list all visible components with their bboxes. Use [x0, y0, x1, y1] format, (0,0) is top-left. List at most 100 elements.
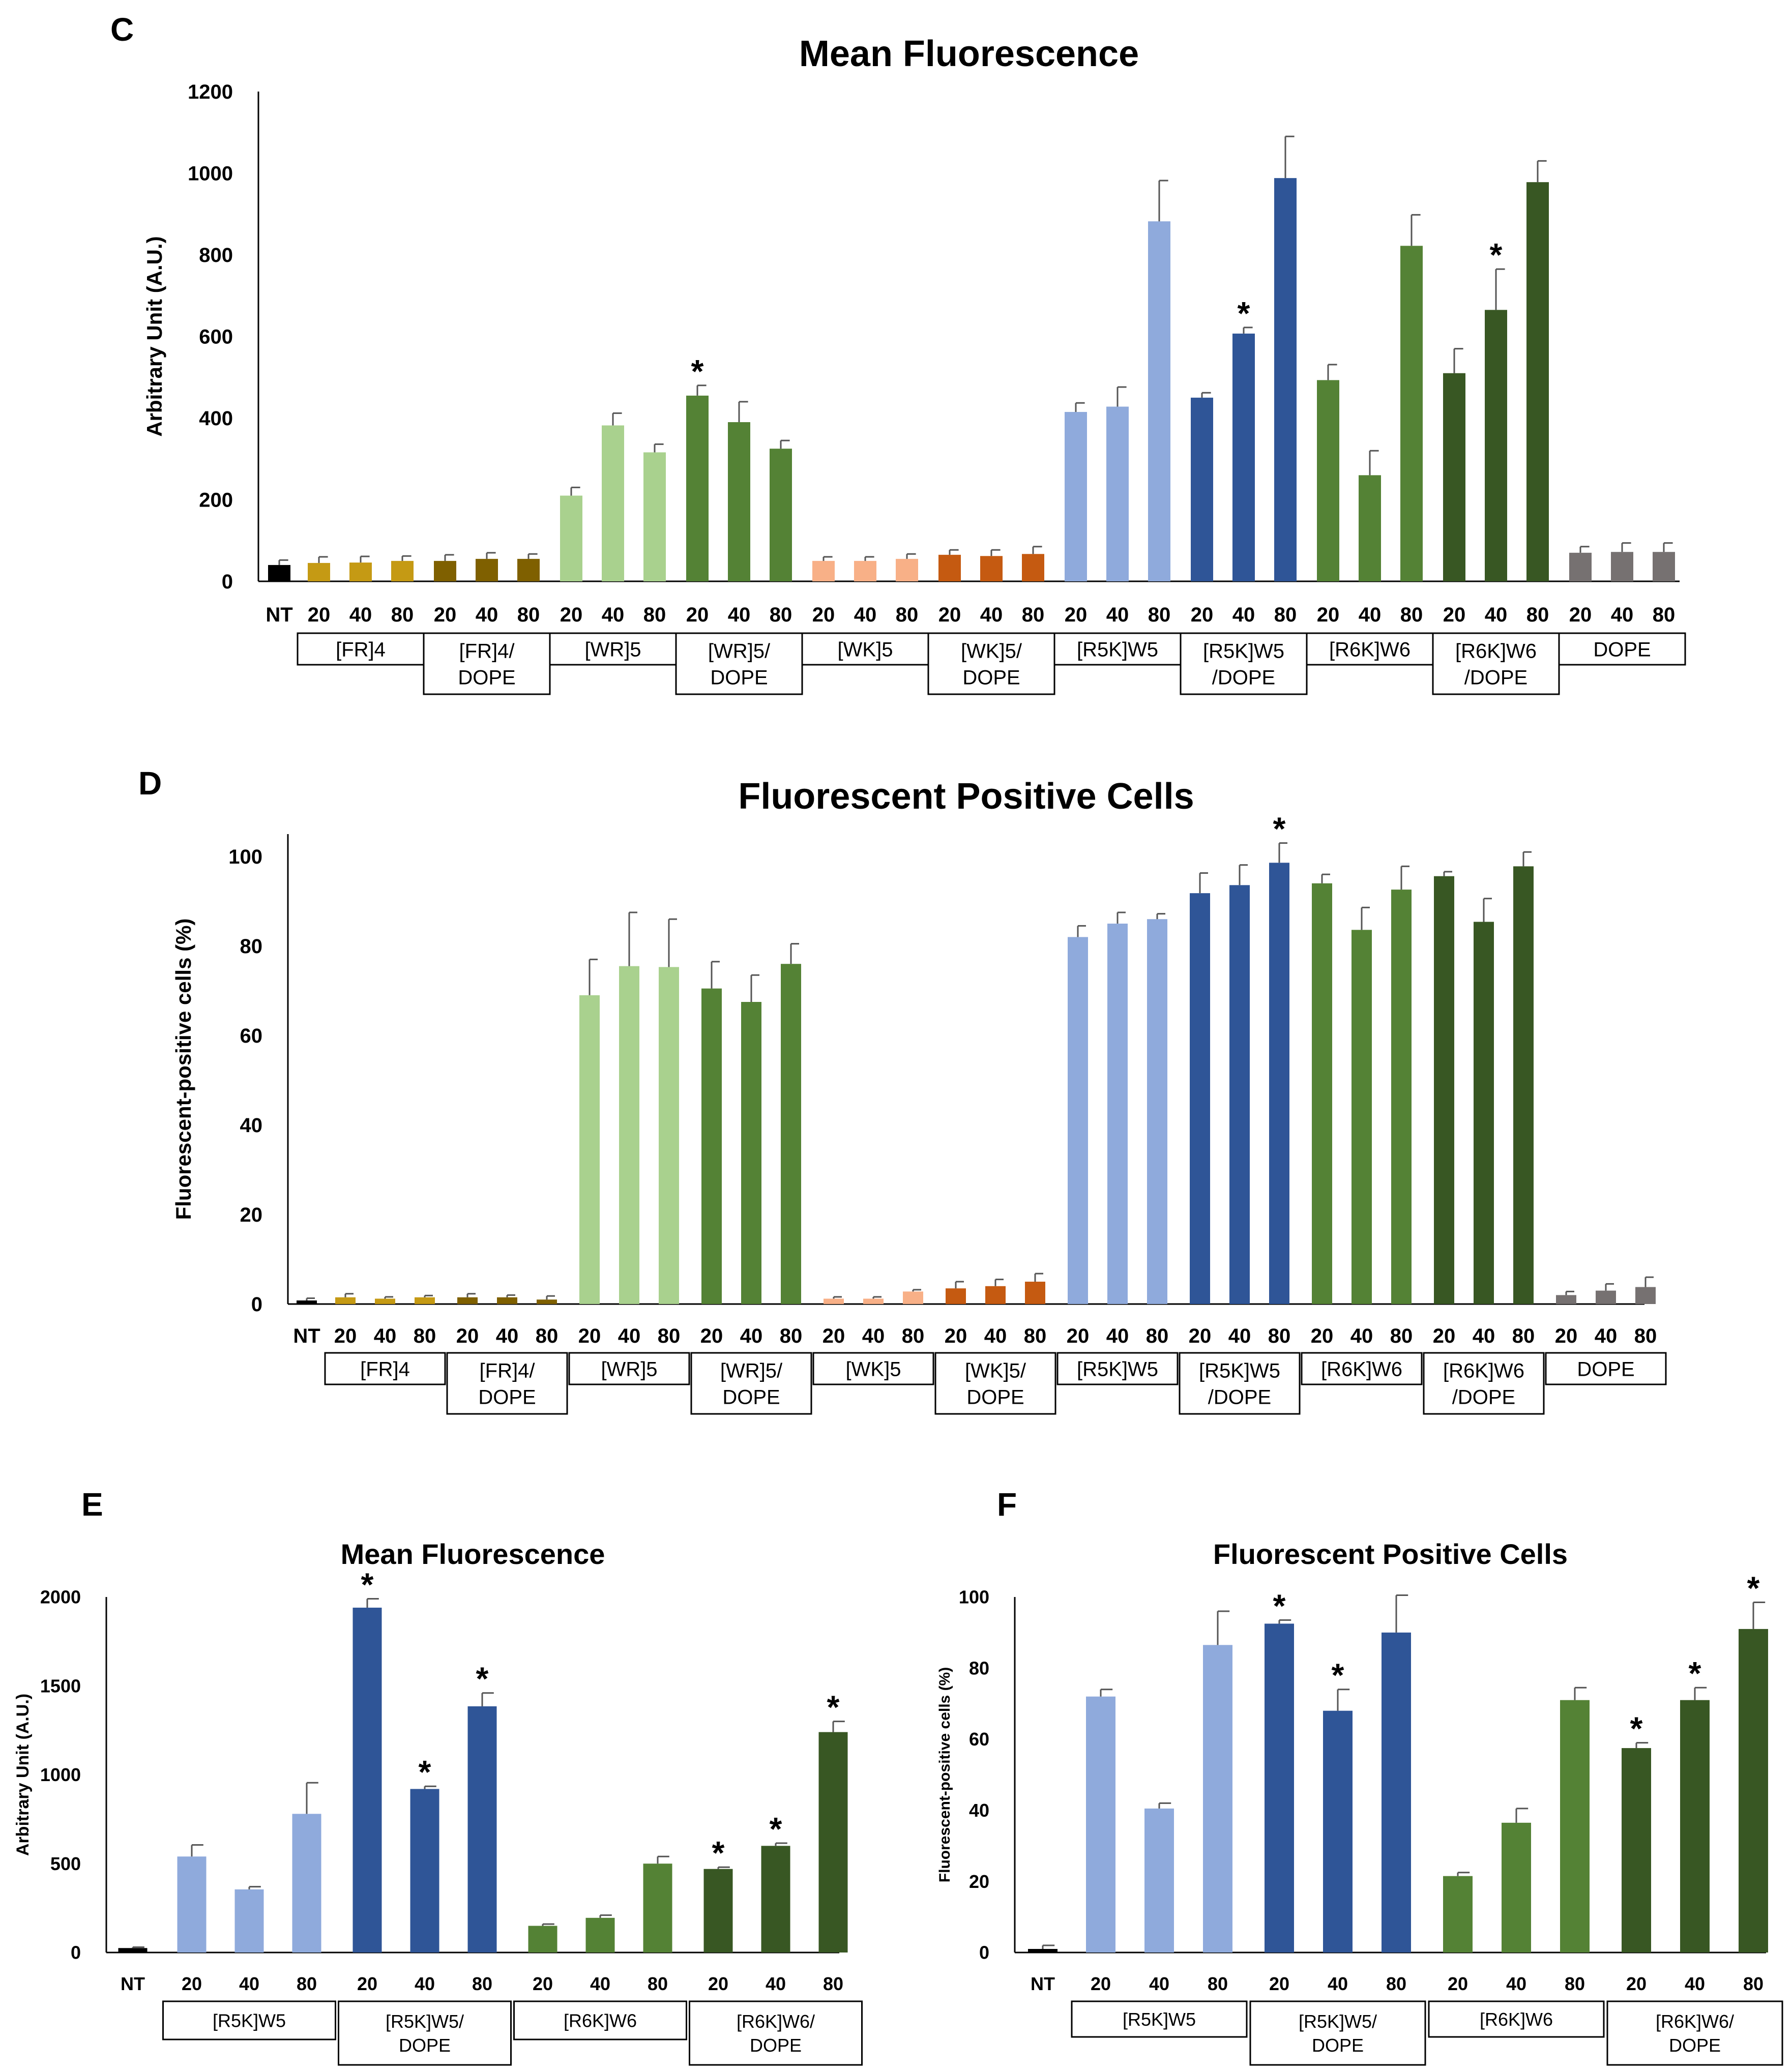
bar-r6kw6-dope-40	[1680, 1700, 1710, 1952]
group-label: [WK]5/	[965, 1360, 1026, 1382]
bar-fr4-80	[391, 560, 414, 581]
x-tick-label: 40	[374, 1325, 397, 1347]
bar-wk5-dope-40	[985, 1286, 1006, 1304]
significance-star: *	[476, 1661, 489, 1697]
significance-star: *	[419, 1754, 431, 1790]
x-tick-label: 80	[1512, 1325, 1535, 1347]
x-tick-label: 20	[1317, 604, 1340, 626]
bar-r6kw6-dope-80	[1513, 866, 1534, 1304]
group-label: [WR]5	[601, 1358, 657, 1381]
y-tick-label: 0	[251, 1293, 262, 1316]
significance-star: *	[1630, 1710, 1643, 1747]
group-label: /DOPE	[1464, 667, 1527, 689]
group-label-box	[1428, 2000, 1605, 2038]
group-label: [R5K]W5/	[1299, 2011, 1377, 2032]
chart-panel-c: C Mean Fluorescence Arbitrary Unit (A.U.) 0…	[110, 11, 1686, 695]
group-label: DOPE	[710, 667, 768, 689]
bar-fr4-40	[349, 563, 372, 581]
y-tick-label: 0	[222, 571, 233, 593]
group-label: DOPE	[399, 2035, 451, 2056]
y-tick-label: 40	[240, 1114, 263, 1137]
bar-wr5-40	[619, 966, 639, 1304]
group-label-box	[675, 632, 803, 695]
x-tick-label: 20	[1067, 1325, 1090, 1347]
significance-star: *	[770, 1811, 782, 1847]
bar-dope-40	[1596, 1290, 1616, 1304]
x-tick-label: 40	[602, 604, 625, 626]
group-label: DOPE	[478, 1386, 536, 1409]
group-label-box	[568, 1352, 690, 1385]
bar-r6kw6-dope-20	[1622, 1748, 1651, 1952]
bar-r5kw5-20	[177, 1856, 207, 1952]
x-tick-label: 40	[239, 1973, 259, 1994]
group-label: [R6K]W6/	[737, 2011, 815, 2032]
x-tick-label: 40	[1106, 604, 1129, 626]
group-label-box	[1179, 1352, 1301, 1415]
x-tick-label: 80	[1146, 1325, 1169, 1347]
bar-r6kw6-dope-20	[1434, 876, 1454, 1304]
group-label: [R6K]W6	[1480, 2009, 1553, 2030]
x-tick-label: 40	[1350, 1325, 1373, 1347]
x-tick-label: 20	[578, 1325, 601, 1347]
bar-r5kw5-80	[292, 1814, 321, 1952]
x-tick-label: 80	[1024, 1325, 1047, 1347]
chart-title: Fluorescent Positive Cells	[1213, 1538, 1568, 1570]
x-tick-label: 80	[1565, 1973, 1585, 1994]
y-axis-label: Fluorescent-positive cells (%)	[936, 1667, 953, 1882]
group-label: [R6K]W6	[1321, 1358, 1402, 1381]
x-tick-label: 20	[560, 604, 583, 626]
group-label-box	[338, 2000, 512, 2066]
group-label-box	[324, 1352, 446, 1385]
group-label: DOPE	[1593, 639, 1651, 661]
x-tick-label: 20	[945, 1325, 967, 1347]
x-tick-label: 20	[456, 1325, 479, 1347]
x-tick-label: 80	[1526, 604, 1549, 626]
x-tick-label: 80	[896, 604, 919, 626]
x-tick-label: 20	[812, 604, 835, 626]
group-label: DOPE	[458, 667, 515, 689]
group-label: [FR]4	[336, 639, 386, 661]
bar-dope-20	[1569, 552, 1592, 581]
chart-title: Fluorescent Positive Cells	[738, 776, 1194, 817]
group-label-box	[927, 632, 1055, 695]
x-tick-label: 40	[1328, 1973, 1348, 1994]
group-label: [FR]4	[360, 1358, 410, 1381]
bar-r5kw5-dope-20	[1190, 893, 1210, 1304]
x-tick-label: 40	[1685, 1973, 1705, 1994]
bar-r6kw6-20	[528, 1926, 557, 1952]
x-tick-label: 20	[182, 1973, 202, 1994]
group-label: [R5K]W5	[1123, 2009, 1196, 2030]
bar-r6kw6-dope-40	[761, 1846, 790, 1952]
bar-r6kw6-20	[1312, 883, 1332, 1304]
bar-wk5-dope-20	[938, 554, 961, 581]
x-tick-label: 40	[476, 604, 498, 626]
bar-r5kw5-80	[1203, 1645, 1232, 1952]
bar-r5kw5-40	[1107, 924, 1128, 1304]
bar-r6kw6-20	[1443, 1876, 1473, 1952]
x-tick-label: 40	[1595, 1325, 1618, 1347]
x-tick-label: 40	[415, 1973, 435, 1994]
x-tick-label: NT	[293, 1325, 320, 1347]
bar-fr4-dope-80	[517, 558, 540, 581]
group-label: [FR]4/	[480, 1360, 536, 1382]
group-label: [WK]5	[838, 639, 893, 661]
x-tick-label: 20	[533, 1973, 553, 1994]
chart-panel-f: F Fluorescent Positive Cells Fluorescent-p…	[936, 1486, 1783, 2066]
y-tick-label: 80	[969, 1658, 989, 1678]
x-tick-label: 80	[1634, 1325, 1657, 1347]
significance-star: *	[1747, 1570, 1760, 1606]
group-label-box	[1545, 1352, 1667, 1385]
bar-nt-nt	[268, 565, 290, 581]
group-label: DOPE	[966, 1386, 1024, 1409]
x-tick-label: 40	[496, 1325, 519, 1347]
x-tick-label: 80	[1268, 1325, 1291, 1347]
group-label-box	[513, 2000, 687, 2040]
bar-wr5-20	[560, 495, 582, 581]
x-tick-label: NT	[1031, 1973, 1055, 1994]
group-label-box	[1432, 632, 1560, 695]
group-label: DOPE	[1312, 2035, 1364, 2056]
y-tick-label: 60	[240, 1025, 263, 1047]
bar-wr5-dope-80	[781, 964, 801, 1304]
bar-r5kw5-dope-40	[1323, 1710, 1353, 1952]
group-label: [R5K]W5	[1077, 1358, 1158, 1381]
